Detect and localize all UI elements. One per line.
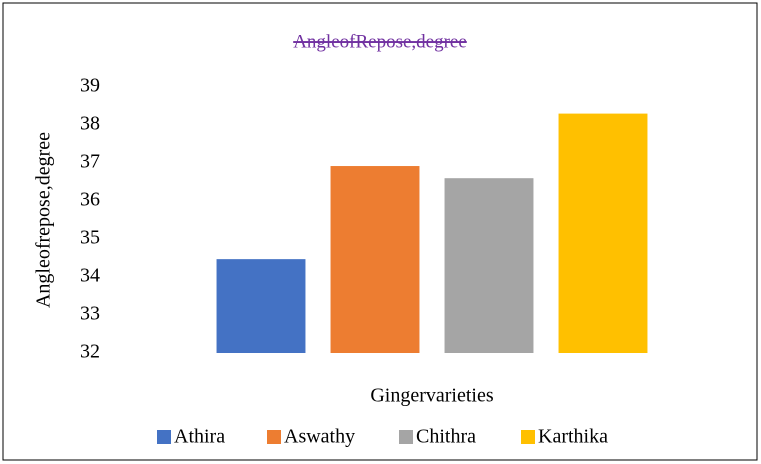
y-tick-label: 37 bbox=[80, 151, 100, 173]
y-axis-title: Angleofrepose,degree bbox=[33, 132, 55, 308]
legend-label: Chithra bbox=[416, 426, 476, 448]
legend-label: Athira bbox=[174, 426, 225, 448]
y-tick-label: 39 bbox=[80, 75, 100, 97]
y-tick-label: 33 bbox=[80, 303, 100, 325]
legend-swatch bbox=[521, 430, 535, 444]
legend-swatch bbox=[399, 430, 413, 444]
x-axis-title: Gingervarieties bbox=[370, 385, 493, 407]
legend-label: Aswathy bbox=[284, 426, 355, 448]
y-tick-label: 32 bbox=[80, 341, 100, 363]
bar bbox=[216, 259, 306, 353]
y-tick-label: 35 bbox=[80, 227, 100, 249]
legend-swatch bbox=[157, 430, 171, 444]
y-tick-label: 34 bbox=[80, 265, 100, 287]
y-tick-label: 38 bbox=[80, 113, 100, 135]
bar bbox=[444, 178, 534, 353]
legend-label: Karthika bbox=[538, 426, 608, 448]
legend-swatch bbox=[267, 430, 281, 444]
y-tick-label: 36 bbox=[80, 189, 100, 211]
bar bbox=[330, 166, 420, 353]
chart-title: AngleofRepose,degree bbox=[293, 31, 467, 52]
bar bbox=[558, 113, 648, 353]
